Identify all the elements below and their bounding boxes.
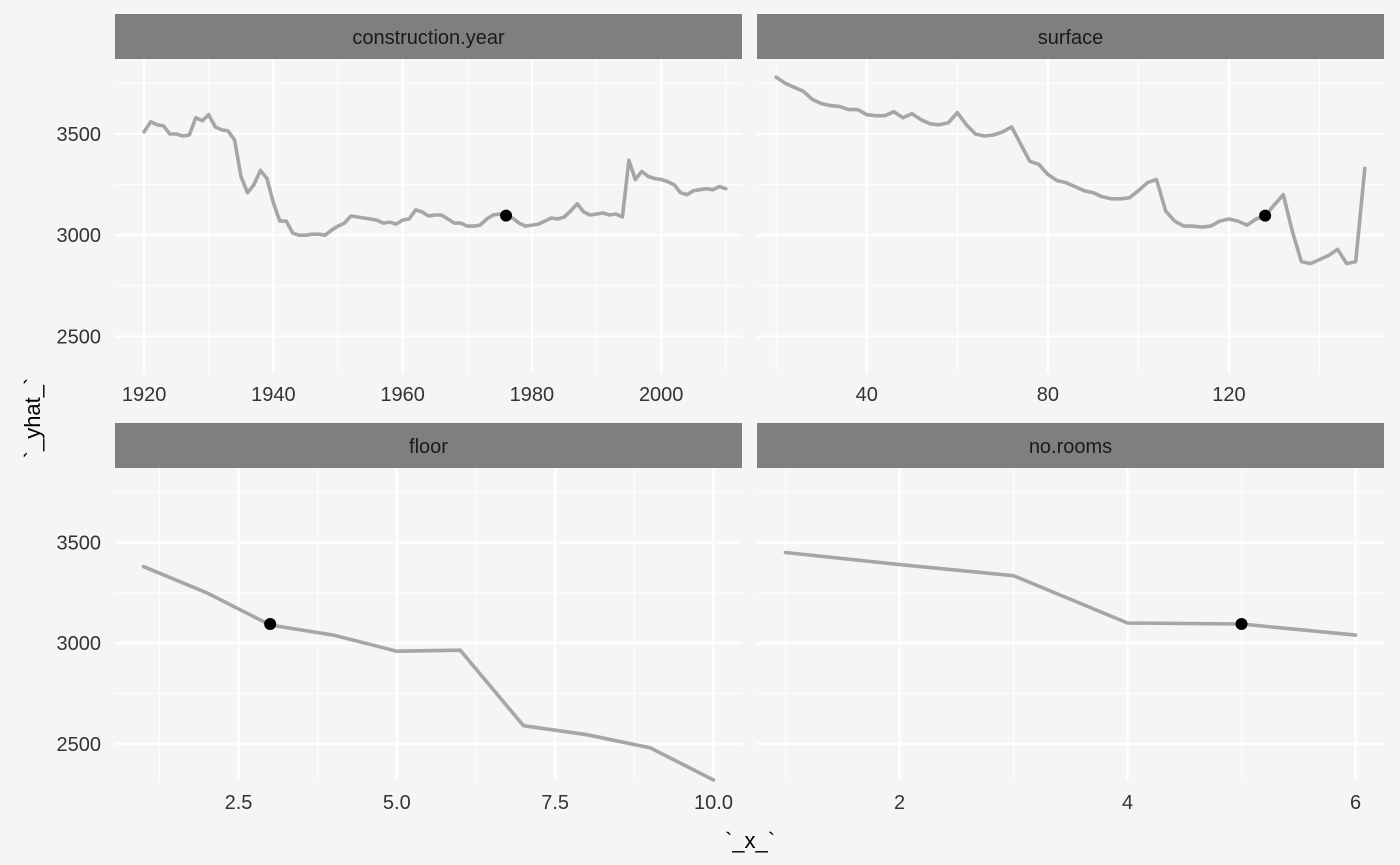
x-tick-label: 1940 (251, 384, 296, 406)
y-tick-label: 3500 (57, 124, 102, 146)
y-tick-label: 2500 (57, 734, 102, 756)
y-tick-label: 3000 (57, 633, 102, 655)
facet-strip-label: surface (1038, 27, 1104, 49)
x-tick-label: 40 (856, 384, 878, 406)
x-tick-label: 1960 (380, 384, 425, 406)
x-tick-label: 1980 (510, 384, 555, 406)
facet-strip-label: floor (409, 436, 448, 458)
y-tick-label: 2500 (57, 327, 102, 349)
facet-strip (115, 14, 742, 59)
x-tick-label: 4 (1122, 792, 1133, 814)
x-tick-label: 7.5 (541, 792, 569, 814)
x-tick-label: 1920 (122, 384, 167, 406)
facet-strip (115, 423, 742, 468)
x-tick-label: 2.5 (225, 792, 253, 814)
x-tick-label: 2000 (639, 384, 684, 406)
observation-point (500, 209, 513, 222)
observation-point (1259, 209, 1272, 222)
facet-panels: construction.year 1920 1940 1960 1980 2000 250… (57, 14, 1384, 814)
facet-panel-floor: floor 2.5 5.0 7.5 10.0 2500 3000 3500 (57, 423, 742, 814)
facet-strip (757, 423, 1384, 468)
y-tick-label: 3000 (57, 225, 102, 247)
x-tick-label: 6 (1350, 792, 1361, 814)
x-tick-label: 80 (1037, 384, 1059, 406)
x-axis-title: `_x_` (725, 828, 775, 853)
facet-panel-no-rooms: no.rooms 2 4 6 (757, 423, 1384, 814)
profile-line (783, 550, 1358, 637)
observation-point (1235, 618, 1248, 630)
observation-point (264, 618, 277, 630)
facet-panel-surface: surface 40 80 120 (757, 14, 1384, 406)
profile-line (141, 564, 716, 782)
x-tick-label: 120 (1212, 384, 1245, 406)
facet-panel-construction-year: construction.year 1920 1940 1960 1980 2000 250… (57, 14, 742, 406)
profile-line (142, 112, 728, 237)
facet-strip-label: no.rooms (1029, 436, 1112, 458)
facet-strip (757, 14, 1384, 59)
facet-strip-label: construction.year (352, 27, 505, 49)
x-tick-label: 5.0 (383, 792, 411, 814)
y-axis-title: `_yhat_` (20, 378, 45, 459)
y-tick-label: 3500 (57, 532, 102, 554)
x-tick-label: 10.0 (694, 792, 733, 814)
x-tick-label: 2 (894, 792, 905, 814)
